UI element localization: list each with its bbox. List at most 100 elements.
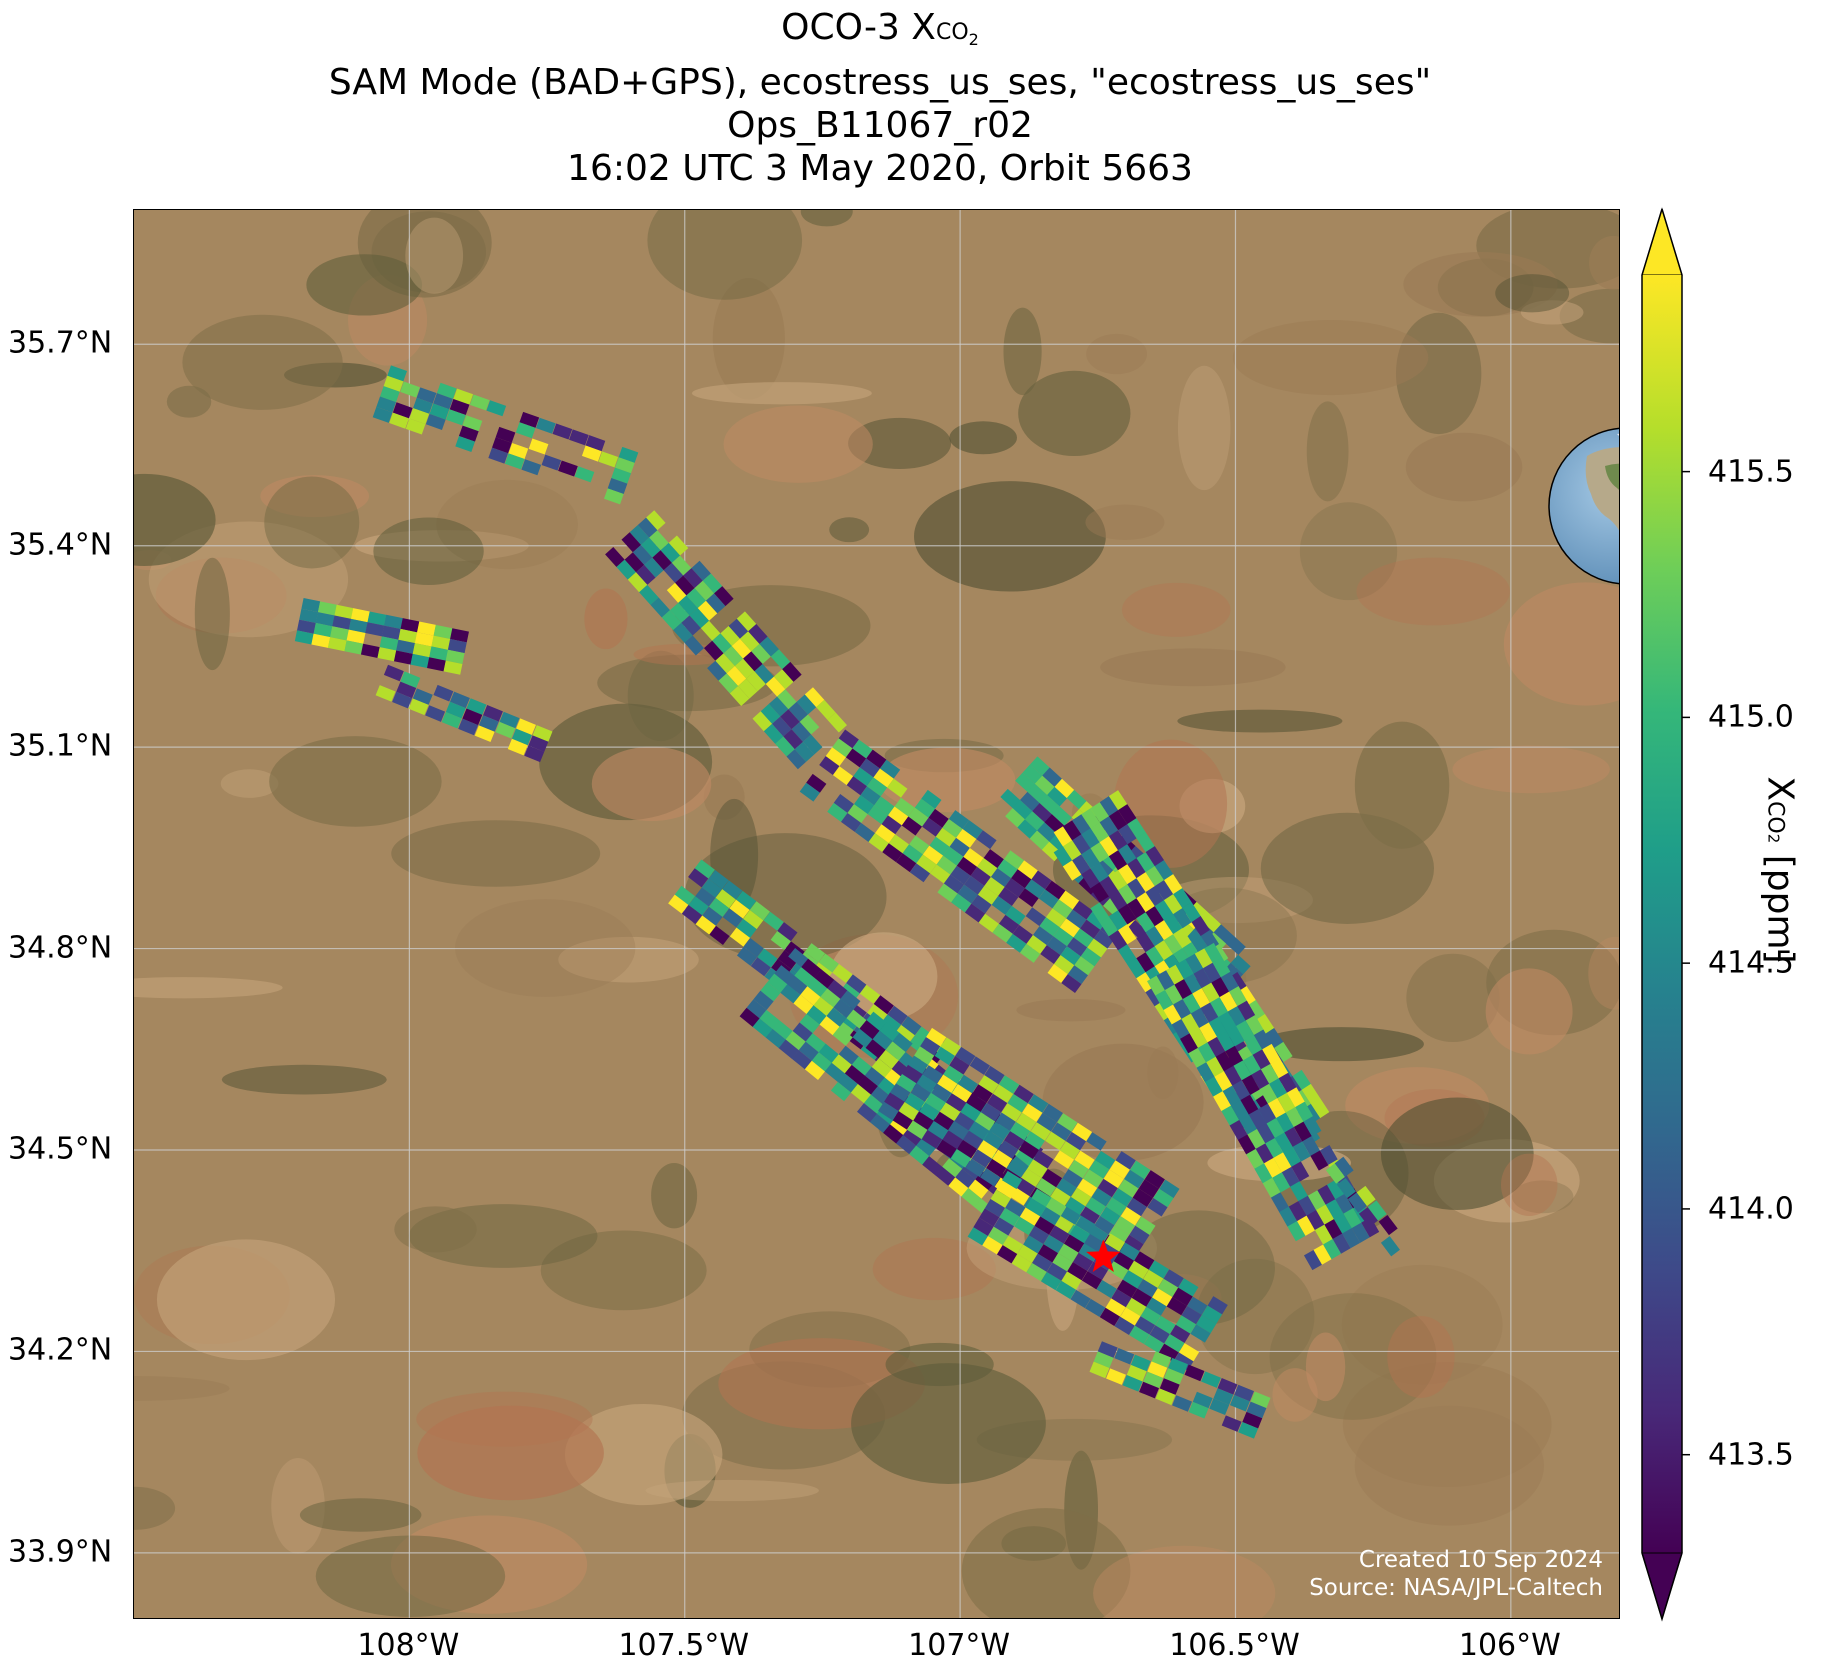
sounding-cell xyxy=(1148,1260,1170,1279)
sounding-cell xyxy=(1054,778,1075,799)
sounding-cell xyxy=(1103,1169,1124,1189)
sounding-cell xyxy=(1324,1219,1343,1240)
sounding-cell xyxy=(646,510,666,531)
sounding-cell xyxy=(1159,1179,1180,1199)
sounding-cell xyxy=(409,408,430,425)
map-panel[interactable]: Created 10 Sep 2024 Source: NASA/JPL-Cal… xyxy=(133,209,1620,1619)
sounding-cell xyxy=(1192,988,1211,1009)
sounding-cell xyxy=(1172,1287,1193,1306)
sounding-cell xyxy=(1188,1047,1207,1069)
title-line-1: OCO-3 XCO2 xyxy=(781,7,979,49)
sounding-cell xyxy=(787,975,808,995)
sounding-cell xyxy=(901,816,923,836)
sounding-cell xyxy=(379,636,399,651)
sounding-cell xyxy=(1011,1254,1032,1273)
sounding-cell xyxy=(943,1065,964,1084)
sounding-cell xyxy=(1139,1381,1159,1399)
sounding-cell xyxy=(1187,1296,1208,1315)
sounding-cell xyxy=(1065,1131,1087,1151)
sounding-cell xyxy=(1012,924,1033,944)
sounding-cell xyxy=(986,1093,1008,1113)
sounding-cell xyxy=(970,866,991,886)
sounding-cell xyxy=(702,906,723,926)
sounding-cell xyxy=(673,622,693,643)
sounding-cell xyxy=(813,996,834,1017)
sounding-cell xyxy=(957,884,978,904)
sounding-cell xyxy=(462,415,483,432)
sounding-cell xyxy=(558,460,578,477)
sounding-cell xyxy=(1196,1314,1217,1334)
sounding-cell xyxy=(774,965,795,985)
sounding-cell xyxy=(433,624,453,640)
lat-tick-label: 35.7°N xyxy=(8,325,113,361)
sounding-cell xyxy=(393,650,413,665)
sounding-cell xyxy=(315,612,335,627)
sounding-cell xyxy=(796,694,817,715)
sounding-cell xyxy=(804,1060,825,1081)
sounding-cell xyxy=(930,864,951,884)
sounding-cell xyxy=(1145,886,1165,907)
sounding-cell xyxy=(1020,791,1040,812)
sounding-cell xyxy=(1283,1146,1302,1168)
sounding-cell xyxy=(1045,908,1067,928)
sounding-cell xyxy=(1049,1225,1070,1244)
sounding-cell xyxy=(299,608,319,623)
sounding-cell xyxy=(973,1217,994,1237)
sounding-cell xyxy=(1017,860,1038,880)
sounding-cell xyxy=(708,869,729,890)
sounding-cell xyxy=(387,365,408,382)
sounding-cell xyxy=(907,1120,928,1140)
sounding-cell xyxy=(1213,1091,1232,1112)
sounding-cell xyxy=(1024,1131,1045,1150)
sounding-cell xyxy=(962,820,983,840)
colorbar-extend-min xyxy=(1641,1552,1683,1621)
sounding-cell xyxy=(863,1094,885,1114)
sounding-cell xyxy=(1084,1233,1105,1253)
sounding-cell xyxy=(846,1009,867,1029)
sounding-cell xyxy=(1169,1324,1191,1344)
lat-tick-label: 33.9°N xyxy=(8,1534,113,1570)
sounding-cell xyxy=(935,827,957,847)
sounding-cell xyxy=(1046,1197,1067,1216)
sounding-cell xyxy=(478,715,499,732)
sounding-cell xyxy=(1251,1069,1270,1090)
sounding-cell xyxy=(1004,878,1025,898)
sounding-cell xyxy=(922,1065,943,1084)
lat-tick-label: 34.2°N xyxy=(8,1332,113,1368)
sounding-cell xyxy=(681,615,701,636)
sounding-cell xyxy=(398,628,418,644)
sounding-cell xyxy=(1025,1198,1046,1217)
sounding-cell xyxy=(715,653,735,674)
sounding-cell xyxy=(909,835,930,855)
sounding-cell xyxy=(1314,1224,1333,1245)
sounding-cell xyxy=(1197,1042,1216,1063)
sounding-cell xyxy=(1106,1197,1127,1217)
sounding-cell xyxy=(436,382,457,399)
lat-tick-label: 35.1°N xyxy=(8,728,113,764)
target-marker xyxy=(1086,1239,1121,1272)
sounding-cell xyxy=(1202,962,1221,983)
sounding-cell xyxy=(611,467,632,484)
sounding-cell xyxy=(453,388,474,405)
sounding-cell xyxy=(1155,990,1174,1011)
sounding-cell xyxy=(1104,1233,1126,1252)
sounding-cell xyxy=(1114,1216,1135,1235)
sounding-cell xyxy=(1113,1251,1134,1271)
sounding-cell xyxy=(853,767,874,787)
sounding-cell xyxy=(709,925,730,945)
sounding-cell xyxy=(466,698,487,715)
map-canvas[interactable] xyxy=(134,210,1620,1619)
sounding-cell xyxy=(1221,1415,1242,1432)
sounding-cell xyxy=(916,1074,937,1093)
sounding-cell xyxy=(1127,818,1146,839)
sounding-cell xyxy=(377,647,397,662)
sounding-cell xyxy=(441,711,462,729)
sounding-cell xyxy=(536,417,556,434)
sounding-cell xyxy=(574,466,595,483)
sounding-cell xyxy=(880,1014,902,1034)
sounding-cell xyxy=(1111,1288,1132,1308)
sounding-cell xyxy=(996,1180,1017,1199)
sounding-cell xyxy=(977,885,999,905)
sounding-cell xyxy=(1193,968,1212,989)
sounding-cell xyxy=(910,1083,931,1103)
